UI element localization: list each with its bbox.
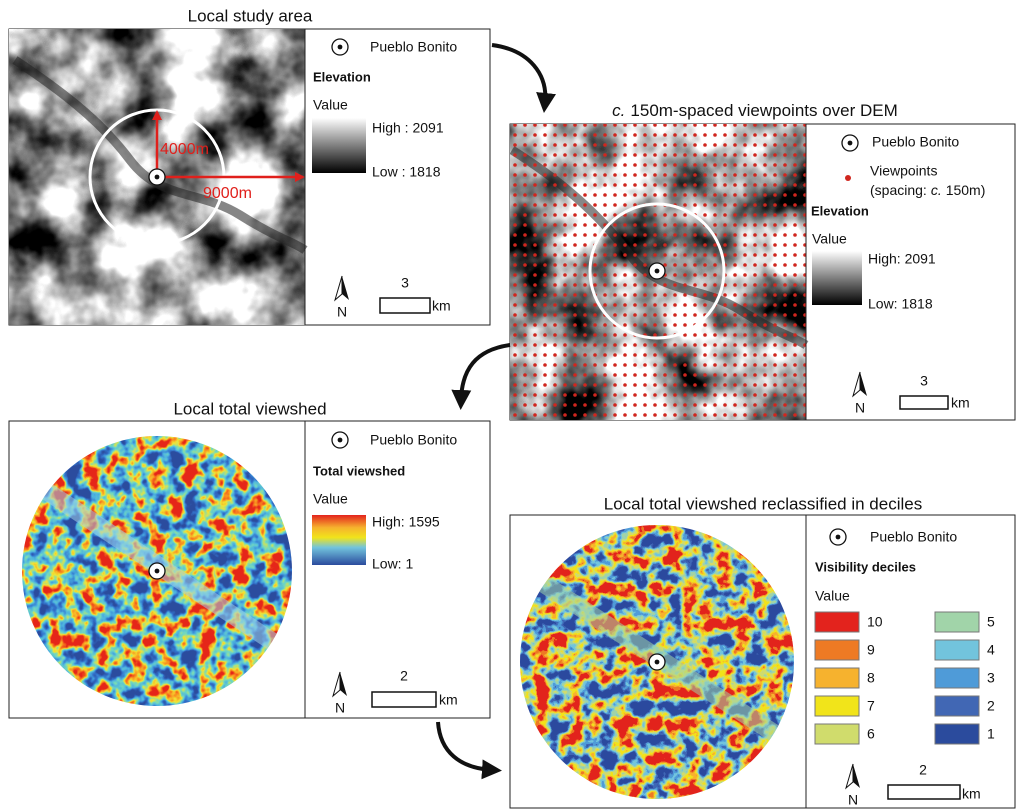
legend-label: 2 [987,698,995,714]
legend-label: 3 [987,670,995,686]
legend-label: High : 2091 [372,120,444,136]
title-prefix: c. [612,101,625,120]
legend-ramp [812,251,862,305]
panel-title: Local total viewshed [173,399,326,418]
legend-ramp [312,118,366,173]
note-part: c. [931,182,942,198]
legend-swatch [934,723,980,745]
legend-label: 5 [987,614,995,630]
legend-label: Viewpoints [870,163,937,179]
panel-viewpoints: c. 150m-spaced viewpoints over DEM Pueblo… [509,101,1016,421]
legend-heading: Visibility deciles [815,559,916,574]
legend-swatch [814,723,860,745]
legend-label: Low : 1818 [372,164,441,180]
site-marker [148,562,166,580]
legend-heading: Elevation [313,69,371,84]
legend-site-icon [331,431,349,449]
panel-study-area: Local study area 4000m 9000m Pueblo Boni… [8,6,491,326]
legend-site-icon [829,528,847,546]
legend-label: Low: 1818 [868,296,933,312]
legend-swatch [934,695,980,717]
legend-viewpoint-icon [845,175,851,181]
panel-title: Local study area [188,6,313,25]
north-label: N [335,700,345,716]
legend-ramp [312,515,366,565]
legend-label: Pueblo Bonito [870,529,957,545]
legend-label: 10 [867,614,883,630]
panel-title: c. 150m-spaced viewpoints over DEM [612,101,898,120]
legend-swatch [814,667,860,689]
legend-label: 1 [987,726,995,742]
legend-label: Value [313,97,348,113]
legend-swatch [814,611,860,633]
scale-bar [887,784,961,800]
legend-swatch [814,695,860,717]
legend-heading: Total viewshed [313,463,405,478]
scale-unit: km [951,395,970,411]
north-label: N [337,304,347,320]
title-text: 150m-spaced viewpoints over DEM [630,101,897,120]
scale-unit: km [432,298,451,314]
scale-label: 3 [401,275,409,291]
legend-swatch [934,667,980,689]
site-marker [648,262,666,280]
legend-label: (spacing: c. 150m) [870,182,985,198]
legend-label: 7 [867,698,875,714]
north-label: N [848,792,858,808]
note-part: (spacing: [870,182,927,198]
scale-bar [899,395,949,410]
legend-label: Pueblo Bonito [872,134,959,150]
legend-label: High: 1595 [372,514,440,530]
panel-total-viewshed: Local total viewshed Pueblo Bonito Total… [8,399,491,719]
scale-unit: km [962,786,981,802]
scale-label: 2 [400,668,408,684]
legend-site-icon [841,134,859,152]
panel-deciles: Local total viewshed reclassified in dec… [509,494,1016,809]
panel-title: Local total viewshed reclassified in dec… [604,494,922,513]
north-label: N [855,400,865,416]
scale-unit: km [439,692,458,708]
legend-swatch [934,639,980,661]
study-circle [588,202,726,340]
scale-bar [379,297,431,314]
legend-label: Low: 1 [372,556,413,572]
legend-heading: Elevation [811,203,869,218]
scale-label: 3 [920,373,928,389]
site-marker [648,653,666,671]
legend-site-icon [331,38,349,56]
legend-label: Value [812,231,847,247]
legend-label: 8 [867,670,875,686]
legend-swatch [814,639,860,661]
legend-label: Value [313,491,348,507]
scale-label: 2 [919,762,927,778]
note-part: 150m) [946,182,986,198]
valley [12,56,308,254]
flow-arrow [491,43,557,113]
legend-label: Pueblo Bonito [370,432,457,448]
flow-arrow [436,721,502,780]
site-marker [148,168,166,186]
legend-label: High: 2091 [868,251,936,267]
legend-label: Pueblo Bonito [370,39,457,55]
scale-bar [371,691,437,708]
legend-label: 4 [987,642,995,658]
legend-swatch [934,611,980,633]
flow-arrow [451,343,511,410]
legend-label: 6 [867,726,875,742]
legend-label: 9 [867,642,875,658]
annotation: 4000m [160,141,209,158]
annotation: 9000m [203,185,252,202]
legend-label: Value [815,588,850,604]
